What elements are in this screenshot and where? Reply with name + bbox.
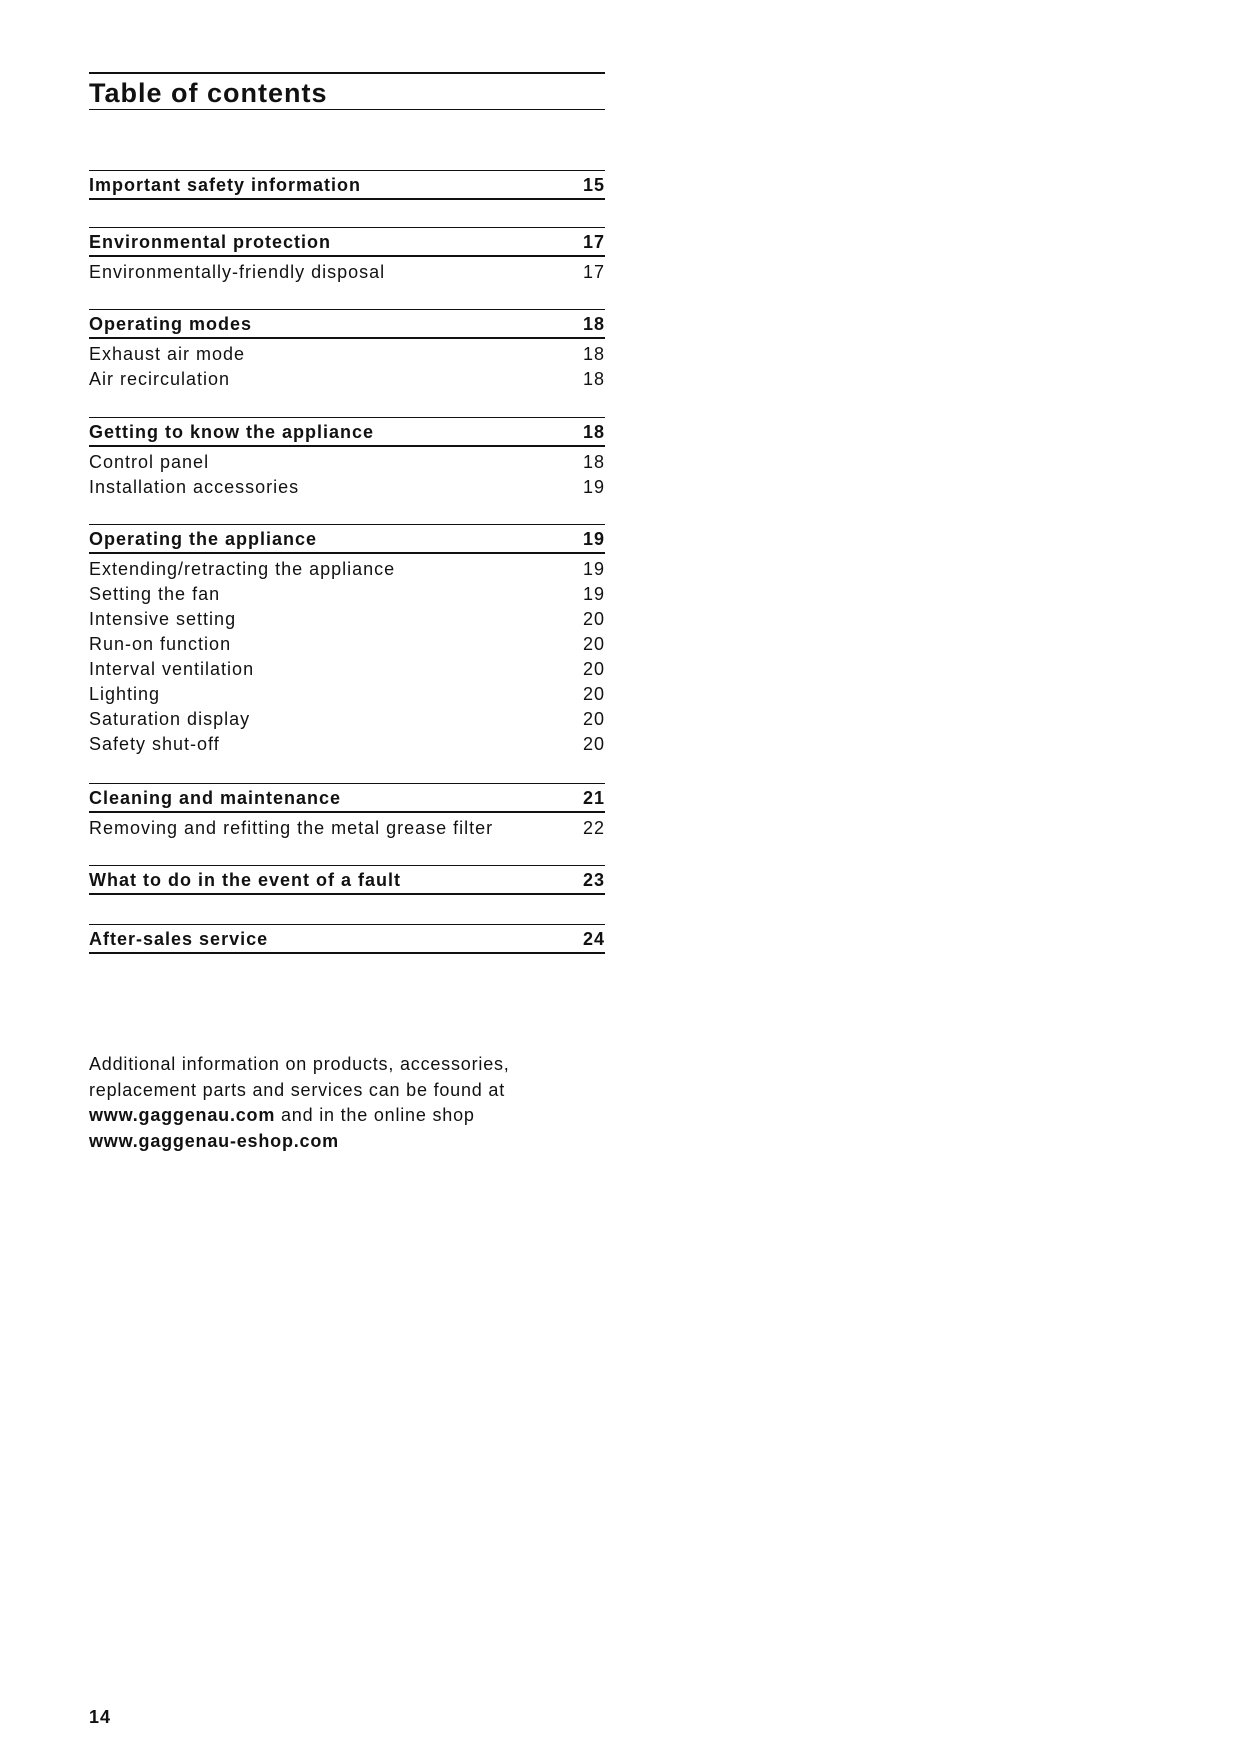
toc-entry[interactable]: Installation accessories 19 [89, 475, 605, 500]
entry-page: 19 [582, 584, 605, 604]
toc-entry[interactable]: Run-on function 20 [89, 632, 605, 657]
section-page: 15 [582, 175, 605, 195]
toc-entry[interactable]: Safety shut-off 20 [89, 732, 605, 757]
entry-page: 20 [582, 684, 605, 704]
info-line: www.gaggenau.com and in the online shop [89, 1103, 510, 1129]
entry-page: 20 [582, 659, 605, 679]
toc-entry[interactable]: Exhaust air mode 18 [89, 342, 605, 367]
gaggenau-link[interactable]: www.gaggenau.com [89, 1105, 276, 1125]
entry-label: Extending/retracting the appliance [89, 559, 396, 579]
toc-section: Environmental protection 17 Environmenta… [89, 227, 605, 285]
section-page: 23 [582, 870, 605, 890]
toc-subentries: Environmentally-friendly disposal 17 [89, 257, 605, 285]
section-page: 17 [582, 232, 605, 252]
section-page: 24 [582, 929, 605, 949]
additional-info: Additional information on products, acce… [89, 1052, 510, 1154]
entry-page: 18 [582, 344, 605, 364]
page-number: 14 [89, 1707, 112, 1727]
toc-section: Operating the appliance 19 Extending/ret… [89, 524, 605, 757]
toc-entry[interactable]: Lighting 20 [89, 682, 605, 707]
toc-entry[interactable]: Air recirculation 18 [89, 367, 605, 392]
toc-section-heading[interactable]: Operating modes 18 [89, 309, 605, 339]
info-line: Additional information on products, acce… [89, 1054, 510, 1074]
toc-section-heading[interactable]: After-sales service 24 [89, 924, 605, 954]
toc-section: What to do in the event of a fault 23 [89, 865, 605, 895]
toc-entry[interactable]: Extending/retracting the appliance 19 [89, 557, 605, 582]
entry-label: Installation accessories [89, 477, 300, 497]
info-line: www.gaggenau-eshop.com [89, 1129, 510, 1155]
entry-label: Saturation display [89, 709, 251, 729]
entry-label: Intensive setting [89, 609, 237, 629]
toc-entry[interactable]: Control panel 18 [89, 450, 605, 475]
title-block: Table of contents [89, 72, 605, 110]
toc-entry[interactable]: Environmentally-friendly disposal 17 [89, 260, 605, 285]
info-line: replacement parts and services can be fo… [89, 1079, 506, 1100]
toc-entry[interactable]: Removing and refitting the metal grease … [89, 816, 605, 841]
section-title: Cleaning and maintenance [89, 788, 342, 808]
entry-page: 19 [582, 477, 605, 497]
entry-page: 22 [582, 818, 605, 838]
entry-page: 18 [582, 452, 605, 472]
section-title: What to do in the event of a fault [89, 870, 401, 890]
toc-subentries: Control panel 18 Installation accessorie… [89, 447, 605, 500]
toc-section: Operating modes 18 Exhaust air mode 18 A… [89, 309, 605, 392]
entry-label: Air recirculation [89, 369, 231, 389]
toc-subentries: Removing and refitting the metal grease … [89, 813, 605, 841]
entry-page: 19 [582, 559, 605, 579]
section-title: Operating modes [89, 314, 253, 334]
section-title: Getting to know the appliance [89, 422, 375, 442]
toc-section-heading[interactable]: Cleaning and maintenance 21 [89, 783, 605, 813]
toc-entry[interactable]: Intensive setting 20 [89, 607, 605, 632]
entry-label: Control panel [89, 452, 210, 472]
section-title: Environmental protection [89, 232, 332, 252]
toc-section-heading[interactable]: Operating the appliance 19 [89, 524, 605, 554]
entry-label: Interval ventilation [89, 659, 255, 679]
entry-label: Exhaust air mode [89, 344, 246, 364]
entry-label: Setting the fan [89, 584, 221, 604]
entry-page: 20 [582, 734, 605, 754]
entry-page: 20 [582, 634, 605, 654]
section-title: Operating the appliance [89, 529, 318, 549]
section-page: 18 [582, 314, 605, 334]
section-page: 19 [582, 529, 605, 549]
toc-entry[interactable]: Saturation display 20 [89, 707, 605, 732]
entry-label: Environmentally-friendly disposal [89, 262, 386, 282]
toc-section: Getting to know the appliance 18 Control… [89, 417, 605, 500]
entry-label: Lighting [89, 684, 161, 704]
page-title: Table of contents [89, 78, 328, 108]
toc-section-heading[interactable]: Getting to know the appliance 18 [89, 417, 605, 447]
toc-section-heading[interactable]: Important safety information 15 [89, 170, 605, 200]
eshop-link[interactable]: www.gaggenau-eshop.com [89, 1130, 339, 1151]
toc-entry[interactable]: Setting the fan 19 [89, 582, 605, 607]
section-page: 21 [582, 788, 605, 808]
toc-entry[interactable]: Interval ventilation 20 [89, 657, 605, 682]
section-page: 18 [582, 422, 605, 442]
section-title: After-sales service [89, 929, 269, 949]
section-title: Important safety information [89, 175, 362, 195]
entry-label: Safety shut-off [89, 734, 220, 754]
toc-section: Cleaning and maintenance 21 Removing and… [89, 783, 605, 841]
info-text: and in the online shop [275, 1105, 475, 1125]
entry-page: 20 [582, 709, 605, 729]
toc-section: After-sales service 24 [89, 924, 605, 954]
entry-page: 20 [582, 609, 605, 629]
toc-subentries: Extending/retracting the appliance 19 Se… [89, 554, 605, 757]
entry-page: 18 [582, 369, 605, 389]
toc-subentries: Exhaust air mode 18 Air recirculation 18 [89, 339, 605, 392]
entry-label: Run-on function [89, 634, 232, 654]
toc-section: Important safety information 15 [89, 170, 605, 200]
entry-page: 17 [582, 262, 605, 282]
toc-section-heading[interactable]: What to do in the event of a fault 23 [89, 865, 605, 895]
entry-label: Removing and refitting the metal grease … [89, 818, 494, 838]
toc-section-heading[interactable]: Environmental protection 17 [89, 227, 605, 257]
